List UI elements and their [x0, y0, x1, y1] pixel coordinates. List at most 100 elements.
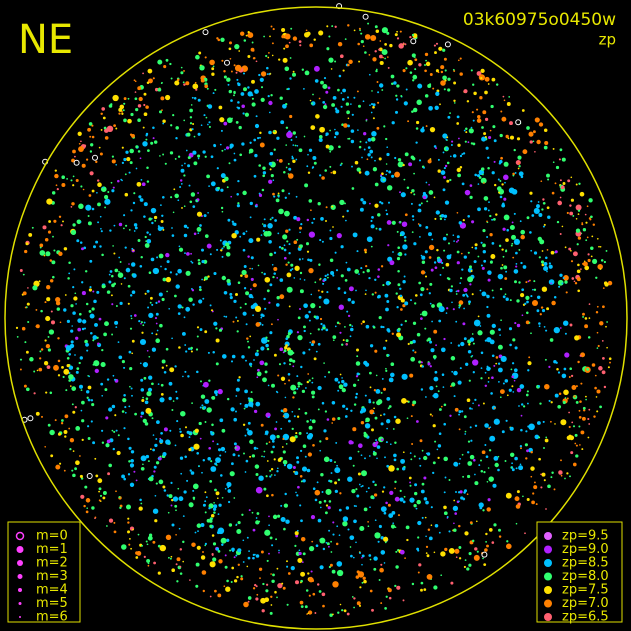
star	[460, 277, 463, 280]
star	[112, 374, 115, 377]
star	[236, 106, 239, 109]
star	[404, 152, 409, 157]
star	[543, 326, 546, 328]
star	[197, 232, 200, 235]
star	[467, 276, 474, 283]
star	[336, 490, 339, 493]
star	[209, 59, 215, 66]
star	[123, 394, 126, 397]
star	[226, 77, 231, 82]
star	[499, 133, 503, 138]
star	[275, 538, 278, 541]
star	[248, 238, 254, 244]
star	[563, 275, 569, 281]
star	[72, 175, 75, 178]
star	[232, 453, 236, 457]
star	[247, 255, 250, 258]
star	[273, 353, 277, 357]
star	[548, 262, 552, 265]
star	[225, 315, 228, 318]
star	[473, 260, 477, 264]
star	[484, 384, 488, 388]
star	[540, 306, 544, 309]
star	[302, 479, 306, 483]
star	[584, 395, 587, 398]
star	[331, 401, 336, 405]
star	[360, 32, 363, 35]
star	[573, 395, 576, 398]
star	[459, 458, 461, 460]
star	[489, 129, 492, 132]
star	[298, 40, 302, 43]
star	[332, 96, 337, 100]
star	[442, 188, 446, 192]
star	[412, 79, 415, 82]
star	[466, 398, 471, 403]
star	[461, 182, 465, 186]
star	[380, 414, 382, 417]
star	[502, 227, 506, 231]
star	[457, 137, 460, 140]
star	[394, 171, 401, 178]
star	[461, 453, 464, 456]
star	[512, 172, 515, 176]
star	[395, 98, 399, 101]
star	[303, 303, 308, 309]
star	[504, 379, 509, 383]
star	[120, 283, 123, 285]
star	[383, 486, 386, 489]
star	[46, 297, 51, 302]
star	[541, 309, 546, 313]
star	[268, 301, 271, 304]
star	[428, 190, 434, 195]
star	[187, 347, 191, 351]
star	[252, 528, 256, 532]
star	[570, 374, 574, 378]
star	[360, 421, 365, 425]
star	[247, 429, 253, 436]
star	[182, 515, 185, 518]
star	[566, 472, 569, 475]
star	[80, 389, 83, 391]
star	[491, 218, 494, 221]
star	[482, 557, 484, 560]
star	[249, 216, 252, 219]
star	[300, 605, 304, 608]
star	[542, 201, 546, 205]
star	[293, 415, 296, 418]
star	[561, 157, 566, 162]
star	[267, 416, 270, 419]
star	[477, 404, 480, 407]
star	[299, 278, 302, 280]
star	[554, 393, 559, 398]
star	[184, 426, 188, 429]
star	[130, 387, 133, 390]
star	[543, 145, 548, 150]
star	[297, 385, 300, 388]
star	[432, 355, 437, 359]
star	[342, 516, 349, 522]
star	[501, 116, 507, 122]
star	[49, 279, 54, 283]
star	[212, 440, 215, 443]
star	[437, 390, 440, 393]
star	[342, 521, 348, 527]
star	[171, 568, 176, 573]
star	[123, 227, 125, 230]
star	[118, 496, 121, 499]
star	[426, 554, 430, 558]
star	[449, 414, 452, 417]
star	[179, 456, 184, 460]
star	[175, 397, 179, 400]
star	[92, 363, 95, 366]
star	[245, 323, 248, 326]
star	[343, 123, 348, 128]
star	[131, 394, 133, 397]
star	[553, 359, 557, 364]
star	[421, 482, 425, 486]
star	[375, 29, 380, 33]
star	[216, 531, 221, 535]
star	[270, 474, 273, 476]
zp-label: zp=7.0	[562, 596, 609, 611]
star	[102, 116, 106, 120]
